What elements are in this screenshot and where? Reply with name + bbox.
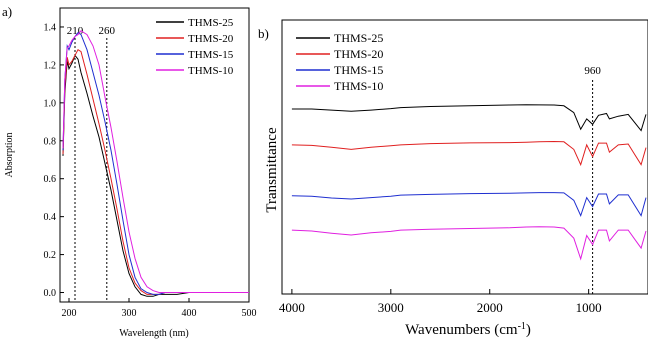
panel-a: a) 0.0 0.2 0.4 0.6 0.8 1.0 1.2 1.4 200 300 400 500… [2, 4, 257, 339]
panel-a-series-line [62, 54, 249, 297]
panel-b-legend: THMS-25 THMS-20 THMS-15 THMS-10 [296, 31, 383, 93]
panel-b-legend-label: THMS-10 [334, 79, 383, 93]
panel-b-x-tick-label: 1000 [576, 300, 602, 315]
panel-b-x-axis-title-main: Wavenumbers (cm [405, 322, 518, 338]
panel-b-series-line [291, 192, 647, 217]
panel-b-x-tick-label: 4000 [279, 300, 305, 315]
panel-a-annotation-label: 260 [99, 25, 116, 37]
panel-a-y-tick-label: 1.2 [44, 60, 57, 71]
panel-b-annotation-label: 960 [584, 65, 601, 77]
panel-b-plot-frame [281, 19, 648, 295]
panel-a-y-tick-label: 1.0 [44, 98, 57, 109]
panel-a-x-tick-label: 400 [182, 308, 197, 319]
panel-b: b) 4000 3000 2000 1000 960 Wavenumbers (cm-… [258, 19, 648, 338]
panel-b-y-axis-title: Transmittance [264, 127, 280, 213]
panel-a-y-tick-label: 0.0 [44, 288, 57, 299]
panel-a-y-tick-label: 0.2 [44, 250, 57, 261]
panel-a-y-tick-label: 0.6 [44, 174, 57, 185]
panel-a-legend-label: THMS-10 [188, 65, 234, 77]
panel-b-x-tick-label: 3000 [378, 300, 404, 315]
panel-b-series-line [291, 104, 647, 132]
panel-a-x-ticks: 200 300 400 500 [62, 298, 257, 319]
panel-a-series-line [62, 48, 249, 295]
panel-b-legend-label: THMS-25 [334, 31, 383, 45]
panel-b-legend-label: THMS-20 [334, 47, 383, 61]
panel-b-x-axis-title: Wavenumbers (cm-1) [405, 321, 531, 338]
panel-a-legend-label: THMS-25 [188, 17, 234, 29]
panel-b-reference-lines: 960 [584, 65, 601, 294]
panel-a-plot-frame [59, 7, 250, 303]
panel-a-y-tick-label: 0.4 [44, 212, 57, 223]
panel-a-y-axis-title: Absorption [4, 133, 15, 178]
panel-b-series [291, 104, 647, 261]
panel-a-x-tick-label: 200 [62, 308, 77, 319]
panel-a-legend: THMS-25 THMS-20 THMS-15 THMS-10 [156, 17, 234, 77]
panel-a-series-line [62, 30, 249, 293]
panel-a-y-tick-label: 1.4 [44, 22, 57, 33]
panel-b-series-line [291, 226, 647, 261]
panel-b-legend-label: THMS-15 [334, 63, 383, 77]
panel-a-y-ticks: 0.0 0.2 0.4 0.6 0.8 1.0 1.2 1.4 [44, 22, 64, 299]
panel-b-x-tick-label: 2000 [477, 300, 503, 315]
panel-b-series-line [291, 140, 647, 167]
panel-a-legend-label: THMS-20 [188, 33, 234, 45]
panel-b-x-axis-title-sup: -1 [518, 321, 526, 332]
panel-a-legend-label: THMS-15 [188, 49, 234, 61]
panel-a-x-tick-label: 500 [242, 308, 257, 319]
panel-a-series [62, 30, 249, 297]
panel-a-label: a) [2, 4, 12, 19]
panel-a-y-tick-label: 0.8 [44, 136, 57, 147]
panel-b-x-axis-title-close: ) [526, 322, 531, 338]
panel-a-x-axis-title: Wavelength (nm) [119, 328, 188, 339]
panel-b-x-ticks: 4000 3000 2000 1000 [279, 289, 602, 315]
panel-a-x-tick-label: 300 [122, 308, 137, 319]
panel-b-label: b) [258, 26, 269, 41]
